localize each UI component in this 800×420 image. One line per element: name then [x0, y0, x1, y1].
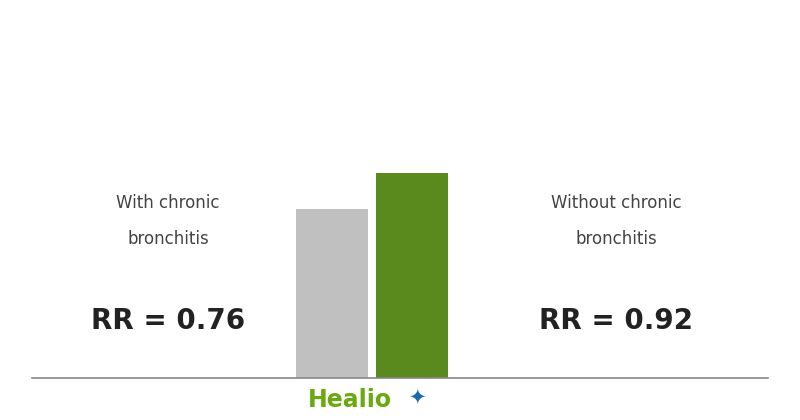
- Text: bronchitis: bronchitis: [575, 230, 657, 248]
- Text: Healio: Healio: [308, 388, 392, 412]
- Bar: [376, 173, 448, 378]
- Text: With chronic: With chronic: [116, 194, 220, 212]
- Text: RR = 0.92: RR = 0.92: [539, 307, 693, 335]
- Text: ✦: ✦: [408, 389, 426, 409]
- Text: Rate ratio of moderate/severe exacerbations at: Rate ratio of moderate/severe exacerbati…: [148, 26, 652, 45]
- Text: week 52 among patients receiving mepolizumab vs. placebo:: week 52 among patients receiving mepoliz…: [77, 71, 723, 89]
- Text: RR = 0.76: RR = 0.76: [91, 307, 245, 335]
- Bar: [296, 209, 368, 378]
- Text: Without chronic: Without chronic: [550, 194, 682, 212]
- Text: bronchitis: bronchitis: [127, 230, 209, 248]
